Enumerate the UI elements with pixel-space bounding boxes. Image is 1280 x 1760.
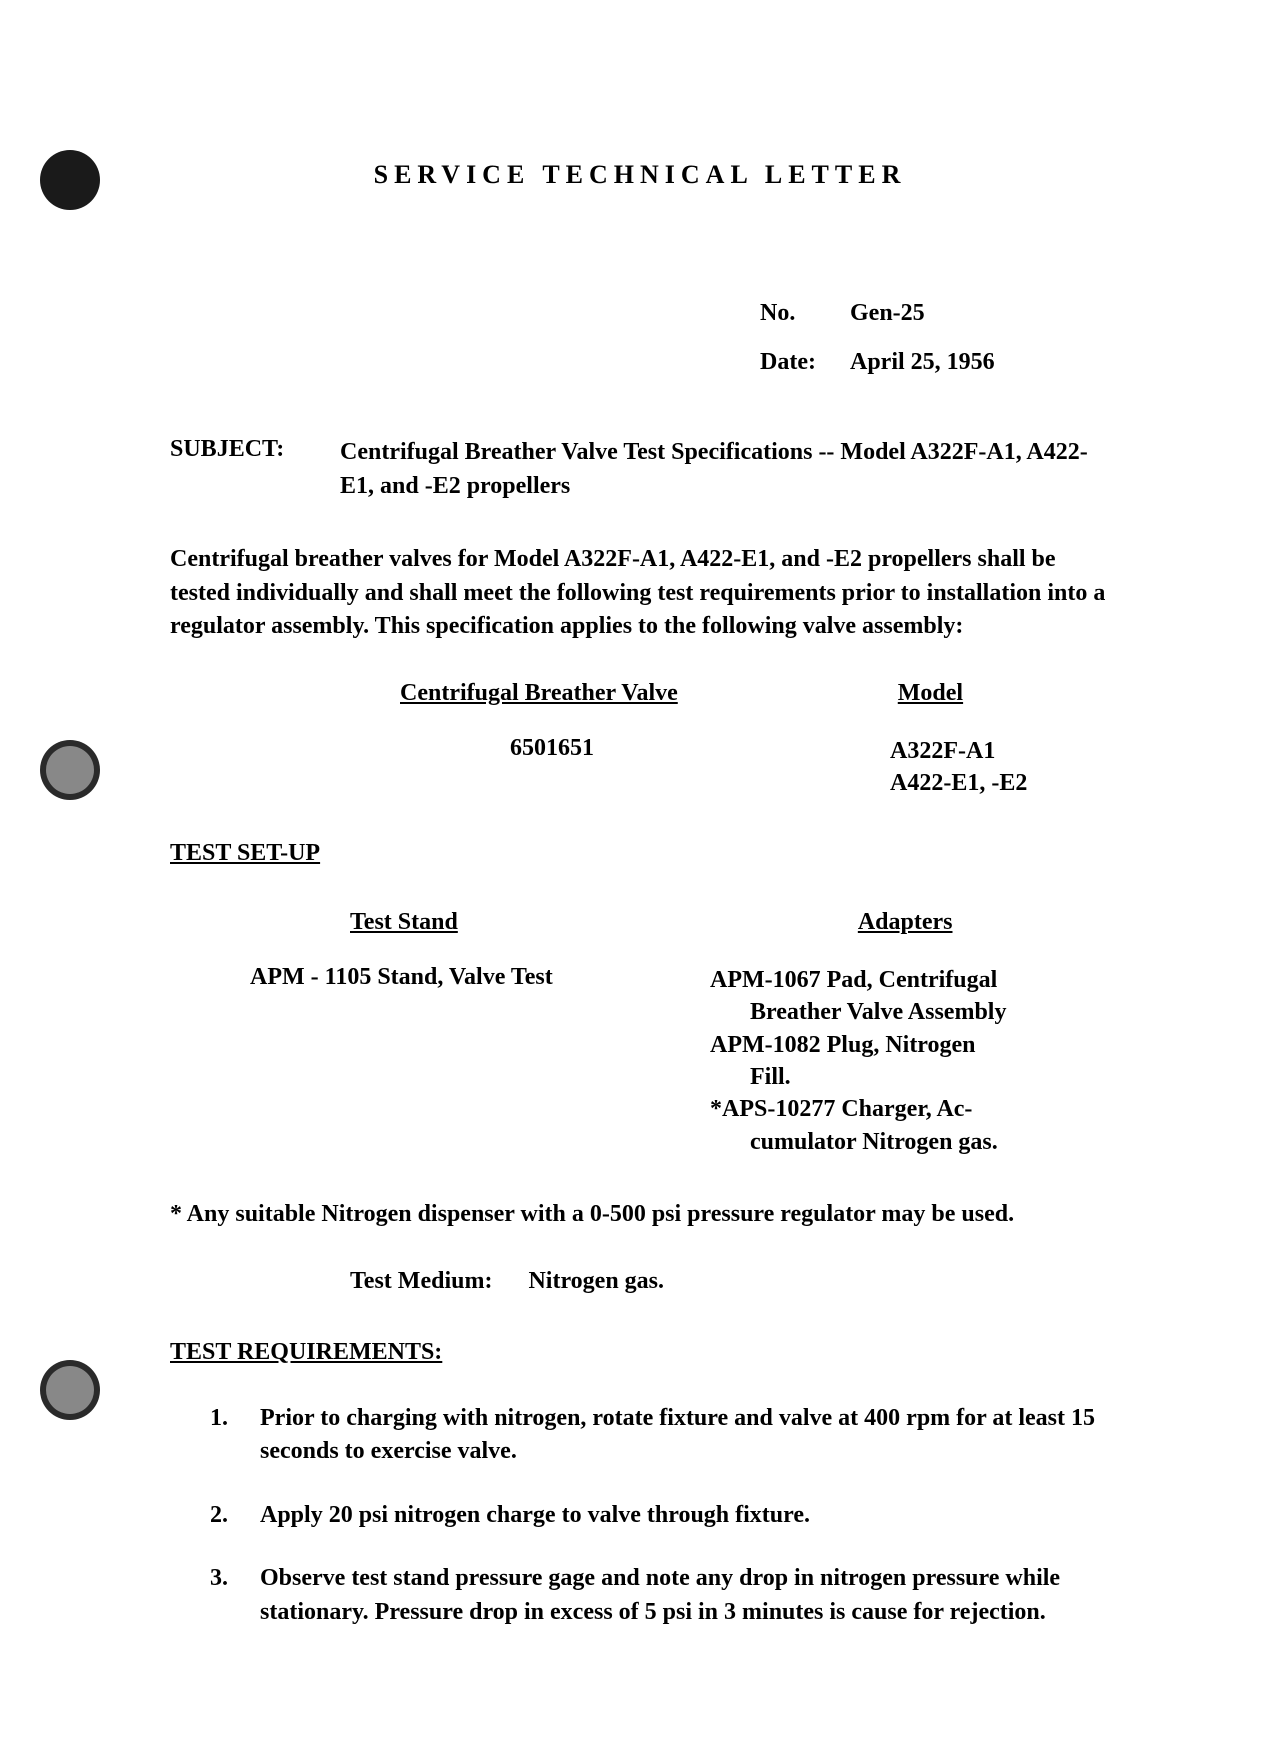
adapter-line: Fill. (710, 1061, 1006, 1093)
document-meta: No. Gen-25 Date: April 25, 1956 (760, 300, 1110, 376)
adapter-line: Breather Valve Assembly (710, 996, 1006, 1028)
document-page: SERVICE TECHNICAL LETTER No. Gen-25 Date… (0, 0, 1280, 1760)
subject-label: SUBJECT: (170, 436, 340, 503)
requirement-item: 2. Apply 20 psi nitrogen charge to valve… (210, 1499, 1110, 1533)
punch-hole-icon (40, 1360, 100, 1420)
adapter-line: APM-1082 Plug, Nitrogen (710, 1032, 976, 1058)
adapter-line: APM-1067 Pad, Centrifugal (710, 967, 997, 993)
footnote: * Any suitable Nitrogen dispenser with a… (170, 1198, 1110, 1232)
subject-text: Centrifugal Breather Valve Test Specific… (340, 436, 1110, 503)
punch-hole-icon (40, 740, 100, 800)
test-medium-value: Nitrogen gas. (528, 1268, 664, 1294)
adapters-list: APM-1067 Pad, Centrifugal Breather Valve… (710, 964, 1006, 1158)
requirement-text: Observe test stand pressure gage and not… (260, 1562, 1110, 1629)
meta-no-value: Gen-25 (850, 300, 925, 327)
meta-date-label: Date: (760, 349, 850, 376)
valve-table-row: 6501651 A322F-A1 A422-E1, -E2 (170, 735, 1110, 800)
requirements-header: TEST REQUIREMENTS: (170, 1339, 1110, 1366)
meta-no-label: No. (760, 300, 850, 327)
subject-row: SUBJECT: Centrifugal Breather Valve Test… (170, 436, 1110, 503)
valve-part-number: 6501651 (510, 735, 770, 762)
valve-col1-header: Centrifugal Breather Valve (400, 680, 678, 707)
setup-columns-header: Test Stand Adapters (170, 909, 1110, 936)
adapter-line: cumulator Nitrogen gas. (710, 1126, 1006, 1158)
adapters-header: Adapters (858, 909, 953, 936)
requirement-item: 1. Prior to charging with nitrogen, rota… (210, 1402, 1110, 1469)
document-title: SERVICE TECHNICAL LETTER (170, 160, 1110, 190)
test-setup-header: TEST SET-UP (170, 840, 1110, 867)
valve-col2-header: Model (898, 680, 963, 707)
punch-hole-icon (40, 150, 100, 210)
test-medium-row: Test Medium: Nitrogen gas. (350, 1268, 1110, 1295)
requirement-number: 1. (210, 1402, 260, 1469)
valve-table-header: Centrifugal Breather Valve Model (170, 680, 1110, 707)
intro-paragraph: Centrifugal breather valves for Model A3… (170, 543, 1110, 644)
requirement-text: Prior to charging with nitrogen, rotate … (260, 1402, 1110, 1469)
requirement-item: 3. Observe test stand pressure gage and … (210, 1562, 1110, 1629)
test-stand-header: Test Stand (350, 909, 458, 936)
meta-date-value: April 25, 1956 (850, 349, 995, 376)
test-stand-value: APM - 1105 Stand, Valve Test (250, 964, 670, 991)
valve-models: A322F-A1 A422-E1, -E2 (890, 735, 1027, 800)
setup-row: APM - 1105 Stand, Valve Test APM-1067 Pa… (170, 964, 1110, 1158)
adapter-line: *APS-10277 Charger, Ac- (710, 1096, 972, 1122)
test-medium-label: Test Medium: (350, 1268, 492, 1294)
requirement-number: 3. (210, 1562, 260, 1629)
requirement-text: Apply 20 psi nitrogen charge to valve th… (260, 1499, 1110, 1533)
requirement-number: 2. (210, 1499, 260, 1533)
